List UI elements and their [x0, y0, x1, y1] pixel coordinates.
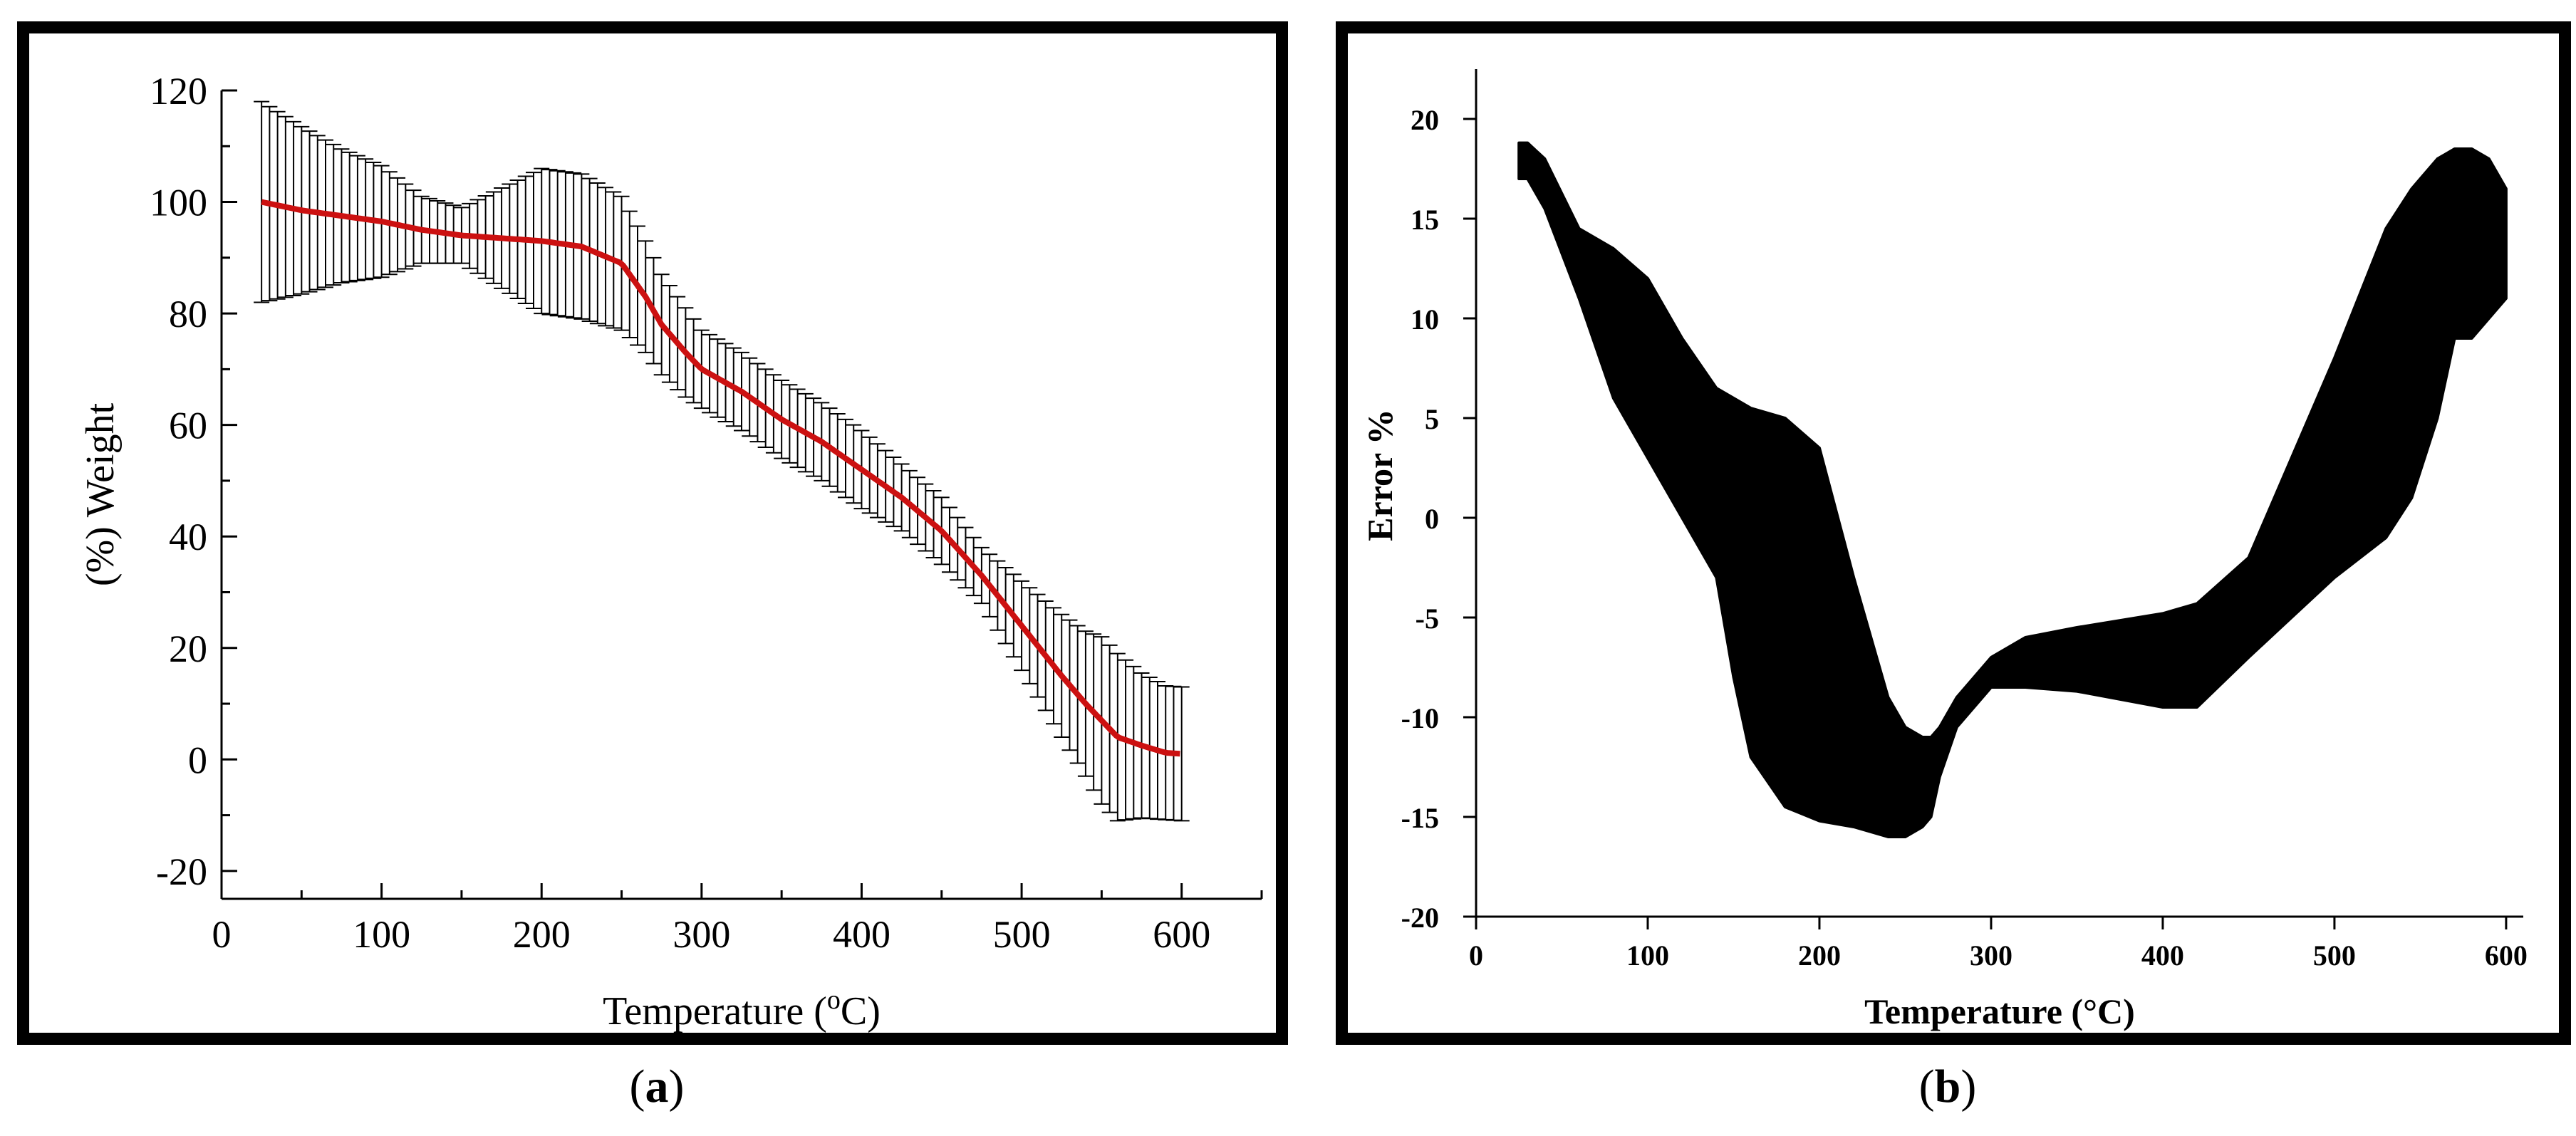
x-tick-label: 400	[2141, 939, 2184, 971]
x-axis-label: Temperature (oC)	[603, 985, 881, 1033]
y-tick-label: 15	[1411, 204, 1439, 236]
x-axis-label-rest: C)	[841, 989, 881, 1033]
mean-weight-line	[261, 199, 1180, 757]
y-tick-label: 80	[169, 293, 207, 335]
error-bars	[254, 100, 1190, 822]
x-tick-label: 200	[1798, 939, 1841, 971]
error-band	[1517, 141, 2508, 838]
y-tick-label: -15	[1401, 802, 1439, 834]
y-tick-label: 60	[169, 405, 207, 447]
x-tick-label: 0	[212, 913, 232, 956]
y-tick-label: -20	[156, 850, 207, 893]
y-tick-label: 5	[1425, 403, 1439, 435]
y-tick-label: 100	[150, 182, 207, 224]
x-axis-label-degree: o	[827, 985, 841, 1015]
y-tick-label: 20	[169, 627, 207, 670]
chart-panel-a: -20 0 20 40 60 80 100 120 0 100 200 300 400 500 600 Tem…	[17, 21, 1288, 1045]
x-tick-label: 500	[2313, 939, 2356, 971]
x-tick-label: 300	[1970, 939, 2012, 971]
x-tick-label: 600	[1153, 913, 1210, 956]
y-tick-label: -5	[1416, 603, 1439, 635]
caption-a: (a)	[629, 1061, 685, 1112]
y-tick-label: 0	[188, 739, 207, 781]
y-tick-label: -10	[1401, 702, 1439, 734]
x-tick-label: 100	[353, 913, 410, 956]
x-tick-label: 600	[2485, 939, 2528, 971]
x-tick-label: 400	[833, 913, 890, 956]
x-axis-label: Temperature (°C)	[1864, 991, 2135, 1031]
y-tick-label: 40	[169, 516, 207, 558]
x-axis-label-text: Temperature (	[603, 989, 827, 1033]
x-tick-label: 100	[1626, 939, 1669, 971]
chart-panel-b: -20 -15 -10 -5 0 5 10 15 20 0 100 200 300 400 500 600 Te…	[1336, 21, 2571, 1045]
y-tick-label: 120	[150, 70, 207, 113]
x-tick-label: 500	[993, 913, 1051, 956]
caption-b: (b)	[1918, 1061, 1977, 1112]
y-tick-label: 0	[1425, 503, 1439, 535]
y-tick-label: -20	[1401, 902, 1439, 934]
caption-b-letter: b	[1934, 1061, 1961, 1112]
x-tick-label: 0	[1469, 939, 1483, 971]
y-tick-label: 20	[1411, 104, 1439, 136]
y-axis-label: Error %	[1360, 409, 1400, 541]
y-tick-label: 10	[1411, 303, 1439, 335]
x-tick-label: 200	[513, 913, 571, 956]
x-tick-label: 300	[672, 913, 730, 956]
y-axis-label: (%) Weight	[78, 402, 123, 586]
caption-a-letter: a	[645, 1061, 669, 1112]
